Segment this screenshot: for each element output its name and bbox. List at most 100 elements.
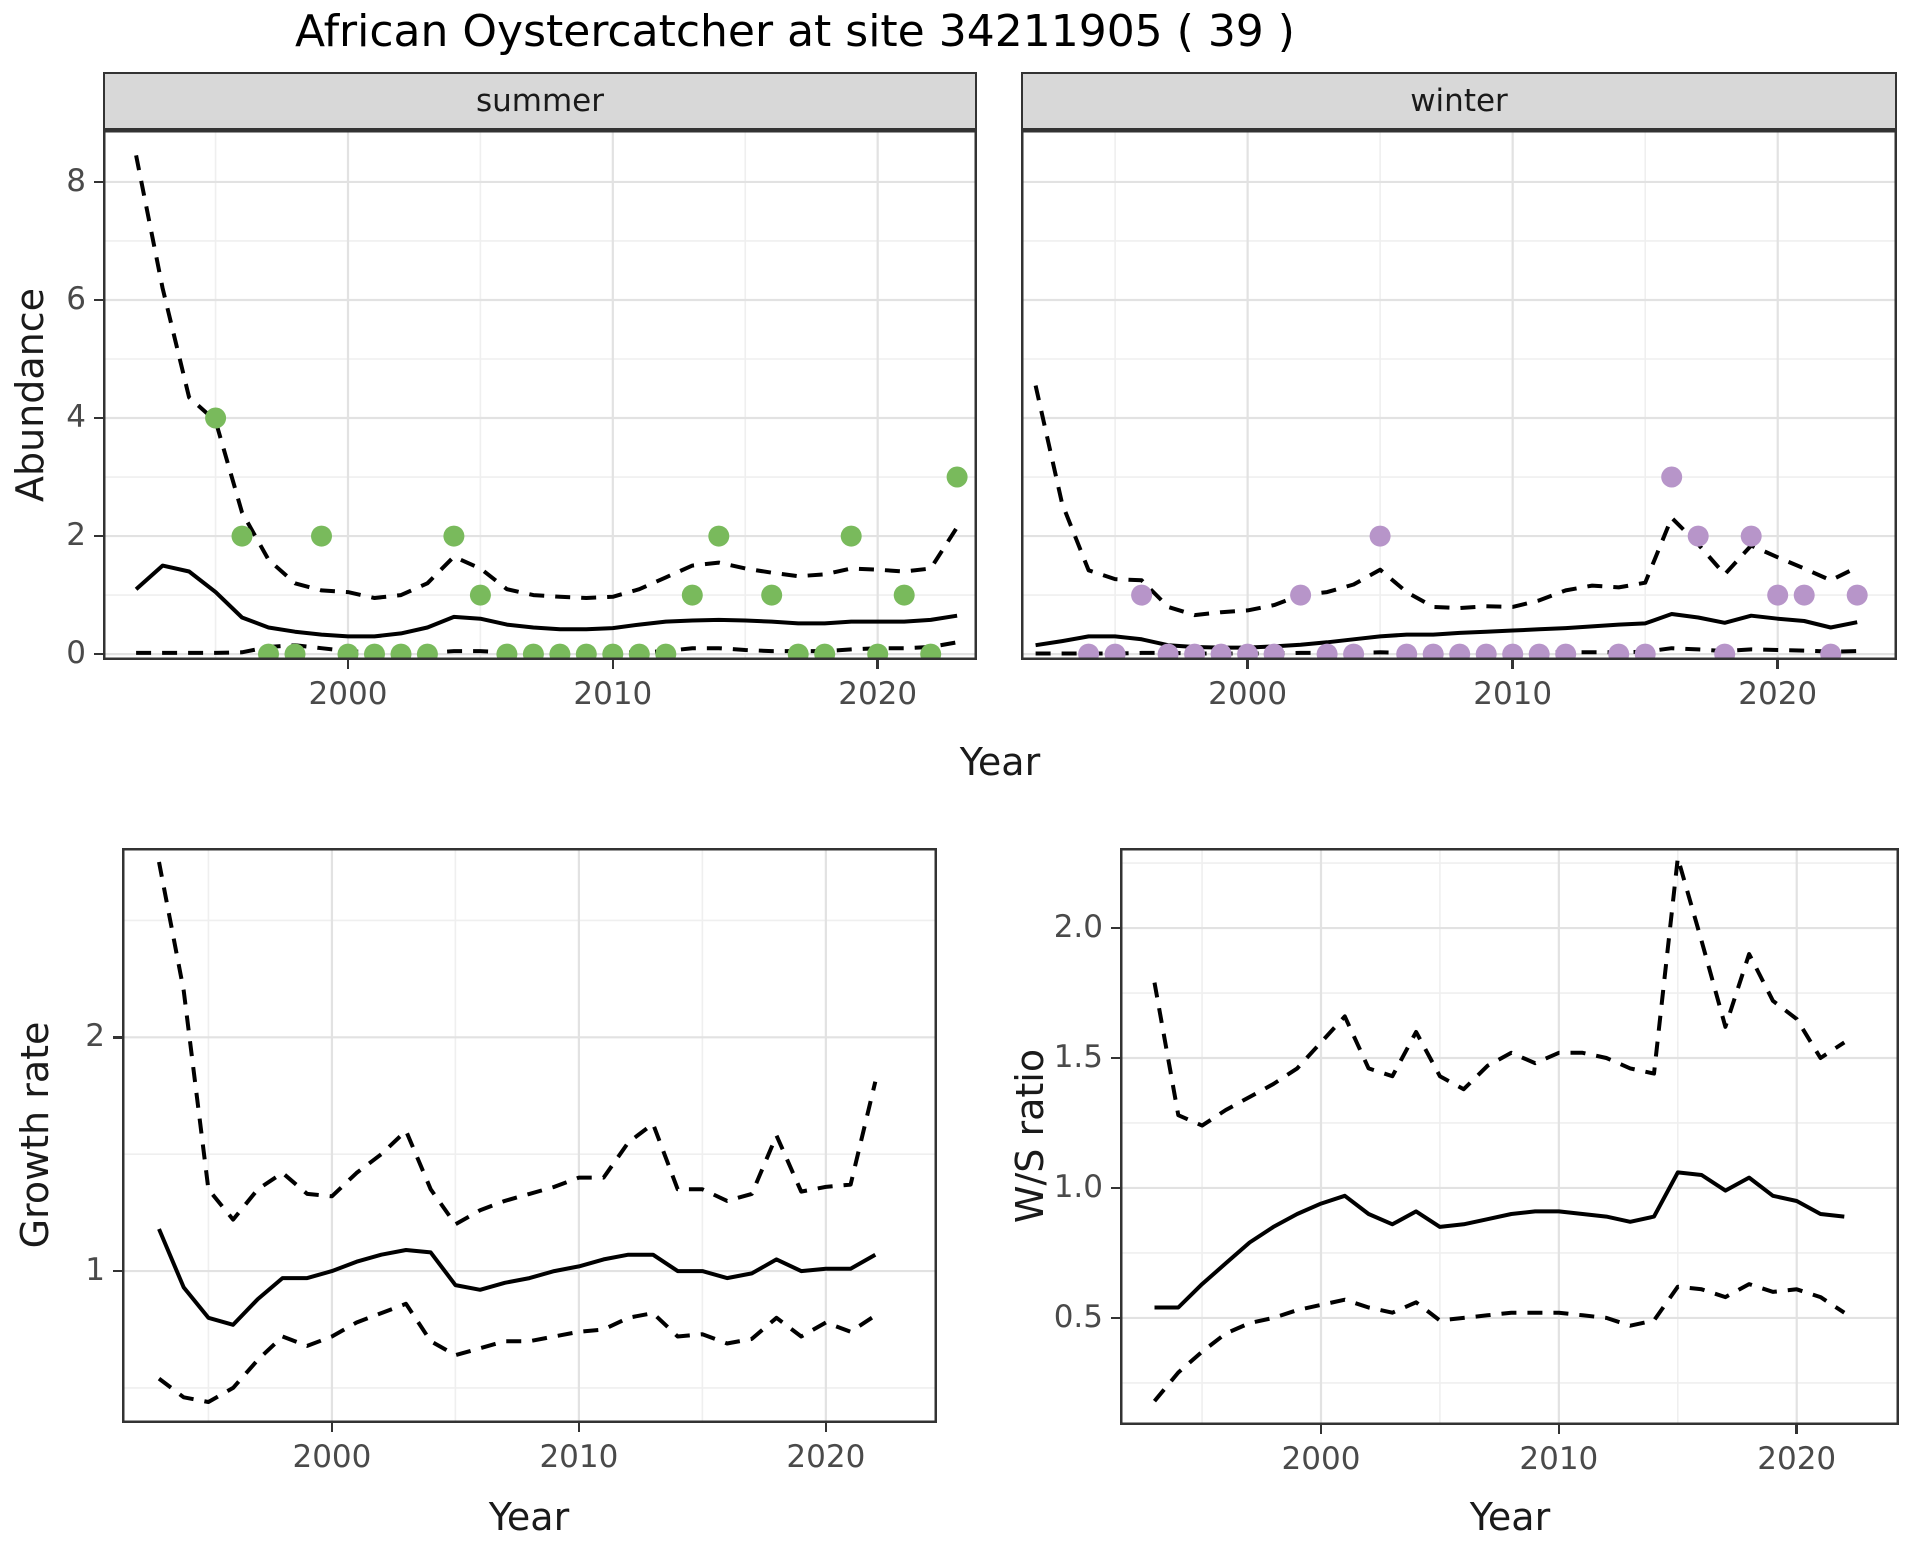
observed-count xyxy=(840,525,862,547)
observed-count xyxy=(814,643,836,660)
lower-ci-line-growth-rate xyxy=(157,1301,877,1404)
observed-count xyxy=(1422,643,1444,660)
observed-count xyxy=(205,407,227,429)
x-tick-label: 2000 xyxy=(1281,1441,1361,1477)
observed-count xyxy=(1104,643,1126,660)
observed-count xyxy=(628,643,650,660)
observed-count xyxy=(496,643,518,660)
panel-abundance-summer xyxy=(103,130,977,660)
y-tick-label: 2.0 xyxy=(1053,909,1103,946)
observed-count xyxy=(1820,643,1842,660)
y-tick-mark xyxy=(94,298,103,302)
y-tick-label: 6 xyxy=(66,280,86,317)
plot-area-ws-ratio xyxy=(1120,848,1899,1425)
y-tick-mark xyxy=(113,1036,122,1039)
y-tick-mark xyxy=(94,534,103,538)
observed-count xyxy=(390,643,412,660)
y-tick-label: 1 xyxy=(85,1252,105,1289)
observed-count xyxy=(655,643,677,660)
observed-count xyxy=(681,584,703,606)
observed-count xyxy=(231,525,253,547)
observed-count xyxy=(522,643,544,660)
x-tick-mark xyxy=(346,660,350,669)
observed-count xyxy=(337,643,359,660)
observed-count xyxy=(1184,643,1206,660)
lower-ci-line-ws-ratio xyxy=(1152,1282,1846,1403)
observed-count xyxy=(1502,643,1524,660)
observed-count xyxy=(761,584,783,606)
y-tick-label: 0.5 xyxy=(1053,1298,1103,1335)
observed-count xyxy=(1846,584,1868,606)
plot-area-abundance-summer xyxy=(103,130,977,660)
plot-area-growth-rate xyxy=(122,848,937,1423)
x-axis-title-year-top: Year xyxy=(959,740,1041,784)
upper-ci-line-abundance-summer xyxy=(134,155,959,600)
x-axis-title-year-ws: Year xyxy=(1469,1495,1551,1539)
observed-count xyxy=(1343,643,1365,660)
observed-count xyxy=(920,643,942,660)
panel-abundance-winter xyxy=(1021,130,1897,660)
observed-count xyxy=(1263,643,1285,660)
observed-count xyxy=(416,643,438,660)
x-tick-mark xyxy=(330,1423,334,1432)
fit-line-abundance-summer xyxy=(134,563,958,639)
x-tick-label: 2020 xyxy=(1757,1441,1837,1477)
observed-count xyxy=(1634,643,1656,660)
observed-count xyxy=(1528,643,1550,660)
x-tick-mark xyxy=(1557,1425,1561,1434)
observed-count xyxy=(1131,584,1153,606)
x-tick-label: 2010 xyxy=(1519,1441,1599,1477)
y-tick-label: 1.0 xyxy=(1053,1168,1103,1205)
y-tick-mark xyxy=(94,416,103,420)
observed-count xyxy=(311,525,332,547)
observed-count xyxy=(1396,643,1418,660)
y-tick-label: 2 xyxy=(85,1018,105,1055)
plot-area-abundance-winter xyxy=(1021,130,1897,660)
x-tick-label: 2020 xyxy=(786,1439,866,1475)
observed-count xyxy=(1237,643,1259,660)
observed-count xyxy=(1316,643,1338,660)
observed-count xyxy=(1740,525,1762,547)
observed-count xyxy=(787,643,809,660)
x-axis-title-year-growth: Year xyxy=(488,1495,570,1539)
observed-count xyxy=(1687,525,1709,547)
facet-strip-winter: winter xyxy=(1021,72,1897,130)
observed-count xyxy=(1475,643,1497,660)
y-tick-mark xyxy=(94,652,103,656)
facet-strip-label: winter xyxy=(1410,83,1508,119)
x-tick-label: 2020 xyxy=(1738,676,1818,712)
y-tick-mark xyxy=(113,1269,122,1273)
observed-count xyxy=(443,525,465,547)
x-tick-mark xyxy=(1795,1425,1798,1434)
y-tick-label: 8 xyxy=(66,162,86,199)
observed-count xyxy=(1210,643,1232,660)
upper-ci-line-abundance-winter xyxy=(1033,385,1859,618)
observed-count xyxy=(1157,643,1179,660)
y-tick-label: 2 xyxy=(66,517,86,554)
observed-count xyxy=(1369,525,1391,547)
facet-strip-label: summer xyxy=(475,83,604,119)
x-tick-label: 2000 xyxy=(292,1439,372,1475)
observed-count xyxy=(1555,643,1577,660)
x-tick-mark xyxy=(824,1423,828,1432)
y-tick-mark xyxy=(1111,1056,1120,1060)
observed-count xyxy=(1793,584,1815,606)
x-tick-mark xyxy=(577,1423,581,1432)
observed-count xyxy=(1449,643,1471,660)
panel-ws-ratio xyxy=(1120,848,1899,1425)
observed-count xyxy=(708,525,730,547)
y-tick-label: 4 xyxy=(66,399,86,436)
x-tick-label: 2000 xyxy=(308,676,388,712)
observed-count xyxy=(1608,643,1630,660)
facet-strip-summer: summer xyxy=(103,72,977,130)
x-tick-label: 2020 xyxy=(838,676,918,712)
observed-count xyxy=(893,584,915,606)
y-tick-mark xyxy=(1111,1186,1120,1190)
y-tick-label: 1.5 xyxy=(1053,1039,1103,1075)
observed-count xyxy=(946,466,968,488)
y-tick-mark xyxy=(1111,926,1120,930)
fit-line-ws-ratio xyxy=(1154,1170,1845,1310)
observed-count xyxy=(575,643,597,660)
x-tick-mark xyxy=(1776,660,1779,669)
